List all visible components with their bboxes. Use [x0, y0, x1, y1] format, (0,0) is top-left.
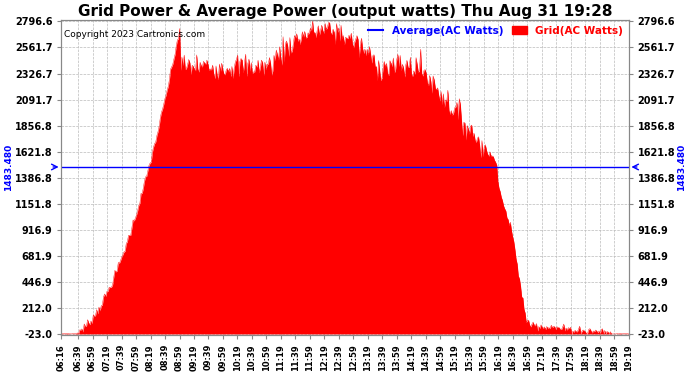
- Text: 1483.480: 1483.480: [4, 143, 13, 190]
- Title: Grid Power & Average Power (output watts) Thu Aug 31 19:28: Grid Power & Average Power (output watts…: [78, 4, 612, 19]
- Legend: Average(AC Watts), Grid(AC Watts): Average(AC Watts), Grid(AC Watts): [364, 21, 627, 40]
- Text: 1483.480: 1483.480: [677, 143, 686, 190]
- Text: Copyright 2023 Cartronics.com: Copyright 2023 Cartronics.com: [64, 30, 206, 39]
